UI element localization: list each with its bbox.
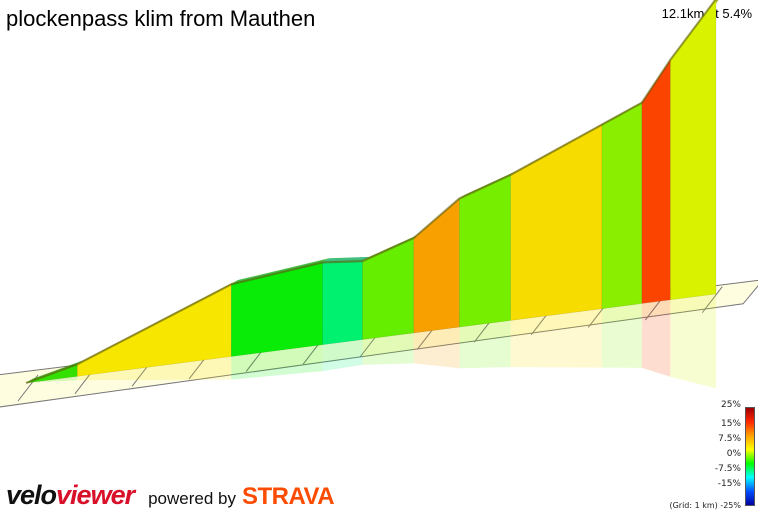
reflection-segment [322, 339, 363, 372]
profile-top-line [25, 0, 717, 385]
gradient-segment [601, 102, 643, 310]
gradient-segment [362, 237, 415, 340]
gradient-scale-bar [745, 407, 755, 506]
logo-viewer-text: viewer [56, 480, 135, 510]
scale-label-7-5: 7.5% [718, 434, 741, 444]
reflection-segment [413, 327, 460, 369]
profile-reflection [26, 294, 716, 389]
page-title: plockenpass klim from Mauthen [6, 6, 316, 31]
strava-logo[interactable]: STRAVA [241, 483, 335, 510]
reflection-segment [670, 294, 716, 389]
gradient-segment [322, 260, 363, 346]
gradient-segment [230, 262, 323, 357]
scale-label-15: 15% [720, 419, 741, 429]
reflection-segment [601, 303, 642, 368]
powered-by-text: powered by [148, 489, 236, 508]
gradient-segment [670, 0, 717, 301]
reflection-segment [510, 308, 602, 368]
branding: veloviewer powered by STRAVA [6, 480, 335, 511]
reflection-segment [26, 376, 78, 383]
scale-label-minus-25: -25% [720, 501, 741, 510]
logo-velo-text: velo [6, 480, 57, 510]
scale-label-minus-15: -15% [717, 479, 741, 489]
reflection-segment [459, 320, 511, 369]
scale-label-25: 25% [720, 400, 741, 410]
gradient-segment [510, 124, 603, 321]
reflection-segment [641, 299, 671, 377]
grid-note: (Grid: 1 km) -25% [669, 501, 741, 510]
reflection-segment [362, 332, 414, 365]
scale-label-minus-7-5: -7.5% [714, 464, 741, 474]
veloviewer-logo[interactable]: veloviewer [6, 480, 135, 511]
grid-note-text: (Grid: 1 km) [669, 501, 718, 510]
reflection-segment [77, 356, 232, 381]
gradient-segments [25, 0, 719, 385]
gradient-segment [459, 174, 512, 328]
grid-line [701, 286, 723, 314]
reflection-segment [231, 344, 323, 380]
scale-label-0: 0% [726, 449, 741, 459]
